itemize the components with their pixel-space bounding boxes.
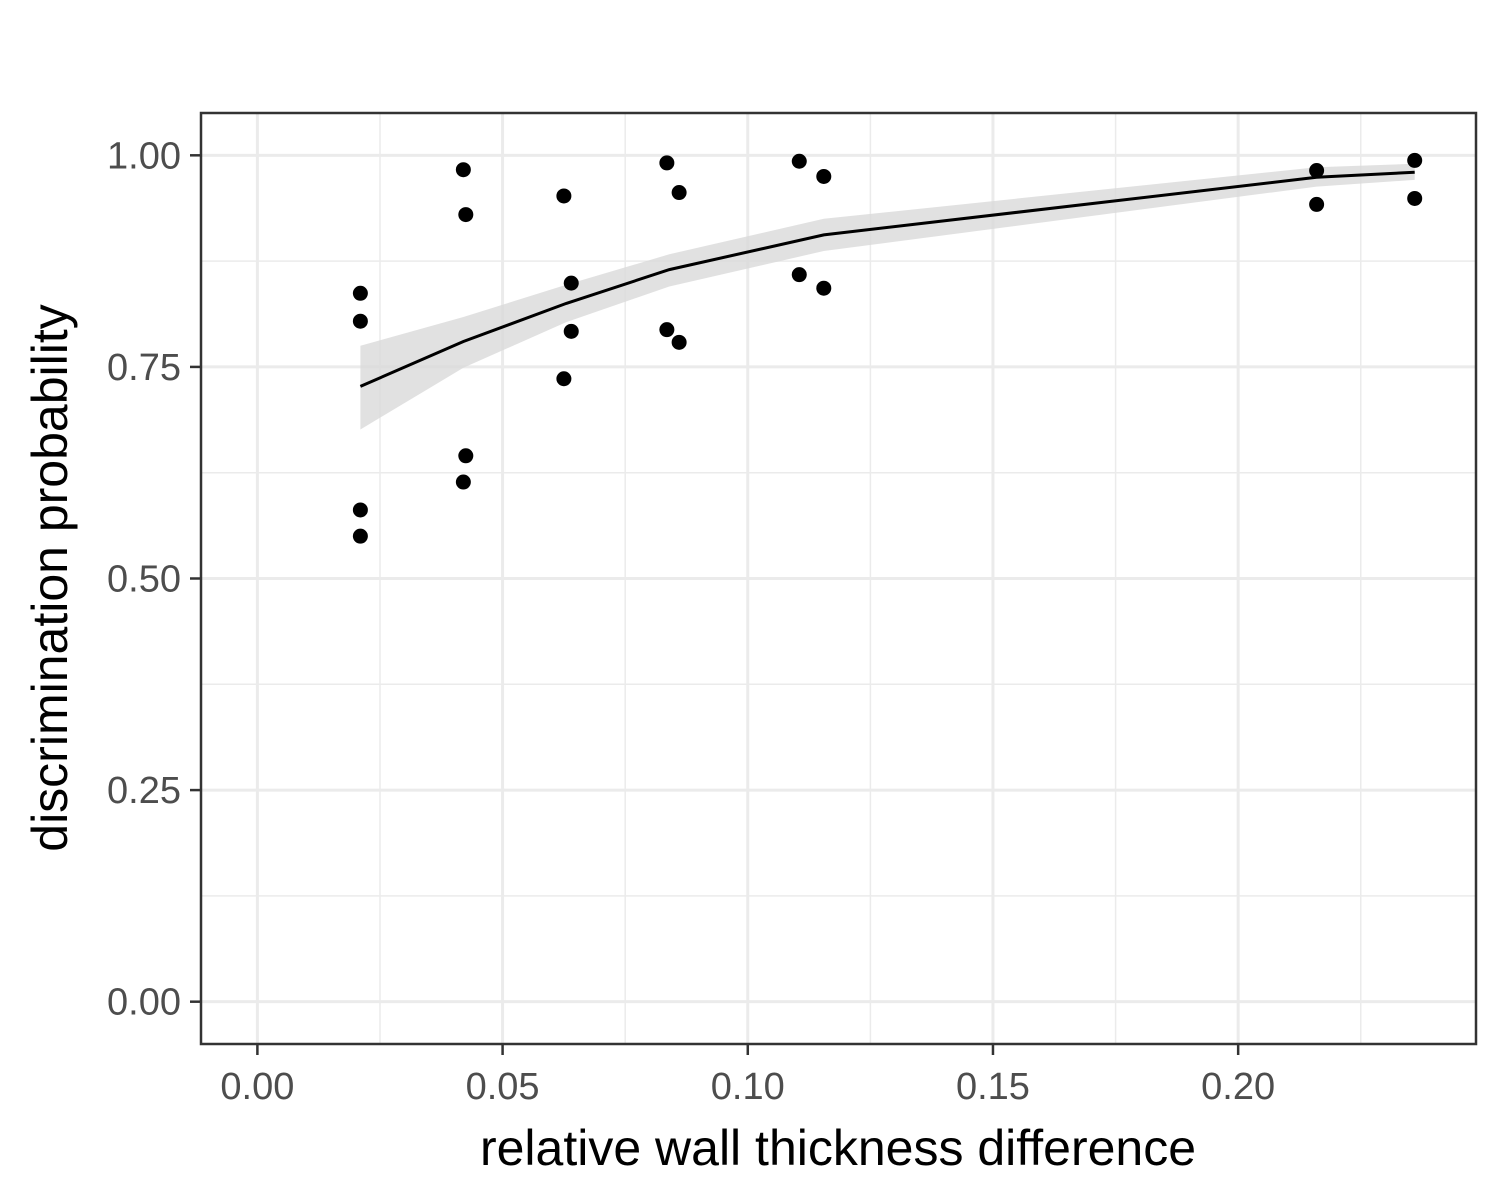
y-tick-label: 0.50 (107, 559, 181, 601)
y-tick-label: 0.25 (107, 770, 181, 812)
data-point (791, 153, 807, 169)
data-point (816, 168, 832, 184)
x-tick-label: 0.05 (466, 1066, 540, 1108)
y-tick-label: 0.75 (107, 347, 181, 389)
data-point (1407, 190, 1423, 206)
confidence-ribbon (360, 163, 1415, 430)
y-tick-label: 0.00 (107, 982, 181, 1024)
x-axis-title: relative wall thickness difference (480, 1120, 1196, 1176)
data-point (455, 162, 471, 178)
data-points (352, 152, 1423, 544)
data-point (1309, 196, 1325, 212)
fit-line (359, 170, 1415, 388)
y-axis-title: discrimination probability (22, 304, 78, 851)
data-point (659, 155, 675, 171)
y-tick-label: 1.00 (107, 135, 181, 177)
data-point (352, 285, 368, 301)
data-point (659, 322, 675, 338)
data-point (352, 502, 368, 518)
data-point (556, 188, 572, 204)
x-tick-label: 0.15 (956, 1066, 1030, 1108)
data-point (458, 448, 474, 464)
data-point (671, 185, 687, 201)
x-axis: 0.00 0.05 0.10 0.15 0.20 (220, 1044, 1275, 1108)
x-tick-label: 0.10 (711, 1066, 785, 1108)
data-point (458, 207, 474, 223)
data-point (455, 474, 471, 490)
y-axis: 0.00 0.25 0.50 0.75 1.00 (107, 135, 201, 1024)
data-point (791, 267, 807, 283)
data-point (352, 528, 368, 544)
x-tick-label: 0.20 (1201, 1066, 1275, 1108)
data-point (563, 323, 579, 339)
data-point (556, 371, 572, 387)
x-tick-label: 0.00 (220, 1066, 294, 1108)
data-point (671, 334, 687, 350)
data-point (1407, 152, 1423, 168)
data-point (1309, 163, 1325, 179)
data-point (816, 280, 832, 296)
data-point (352, 313, 368, 329)
data-point (563, 275, 579, 291)
